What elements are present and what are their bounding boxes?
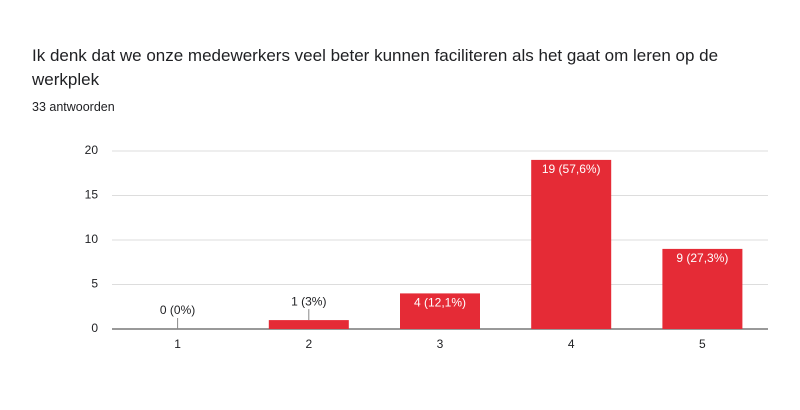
bar (400, 293, 480, 329)
x-tick-label: 1 (174, 337, 181, 351)
x-tick-label: 4 (568, 337, 575, 351)
data-label: 4 (12,1%) (414, 296, 466, 310)
chart-subtitle: 33 antwoorden (32, 100, 115, 114)
y-tick-label: 5 (91, 277, 98, 291)
data-label: 1 (3%) (291, 294, 326, 308)
chart-title: Ik denk dat we onze medewerkers veel bet… (32, 46, 719, 89)
x-tick-label: 2 (305, 337, 312, 351)
bar (662, 248, 743, 329)
y-tick-label: 10 (85, 232, 99, 246)
y-tick-label: 15 (85, 188, 99, 202)
y-tick-label: 20 (85, 143, 99, 157)
data-label: 19 (57,6%) (542, 162, 601, 176)
x-tick-label: 3 (437, 337, 444, 351)
data-label: 0 (0%) (160, 303, 195, 317)
data-label: 9 (27,3%) (676, 251, 728, 265)
x-tick-label: 5 (699, 337, 706, 351)
y-tick-label: 0 (91, 321, 98, 335)
bar (268, 320, 349, 329)
bar (531, 159, 612, 329)
